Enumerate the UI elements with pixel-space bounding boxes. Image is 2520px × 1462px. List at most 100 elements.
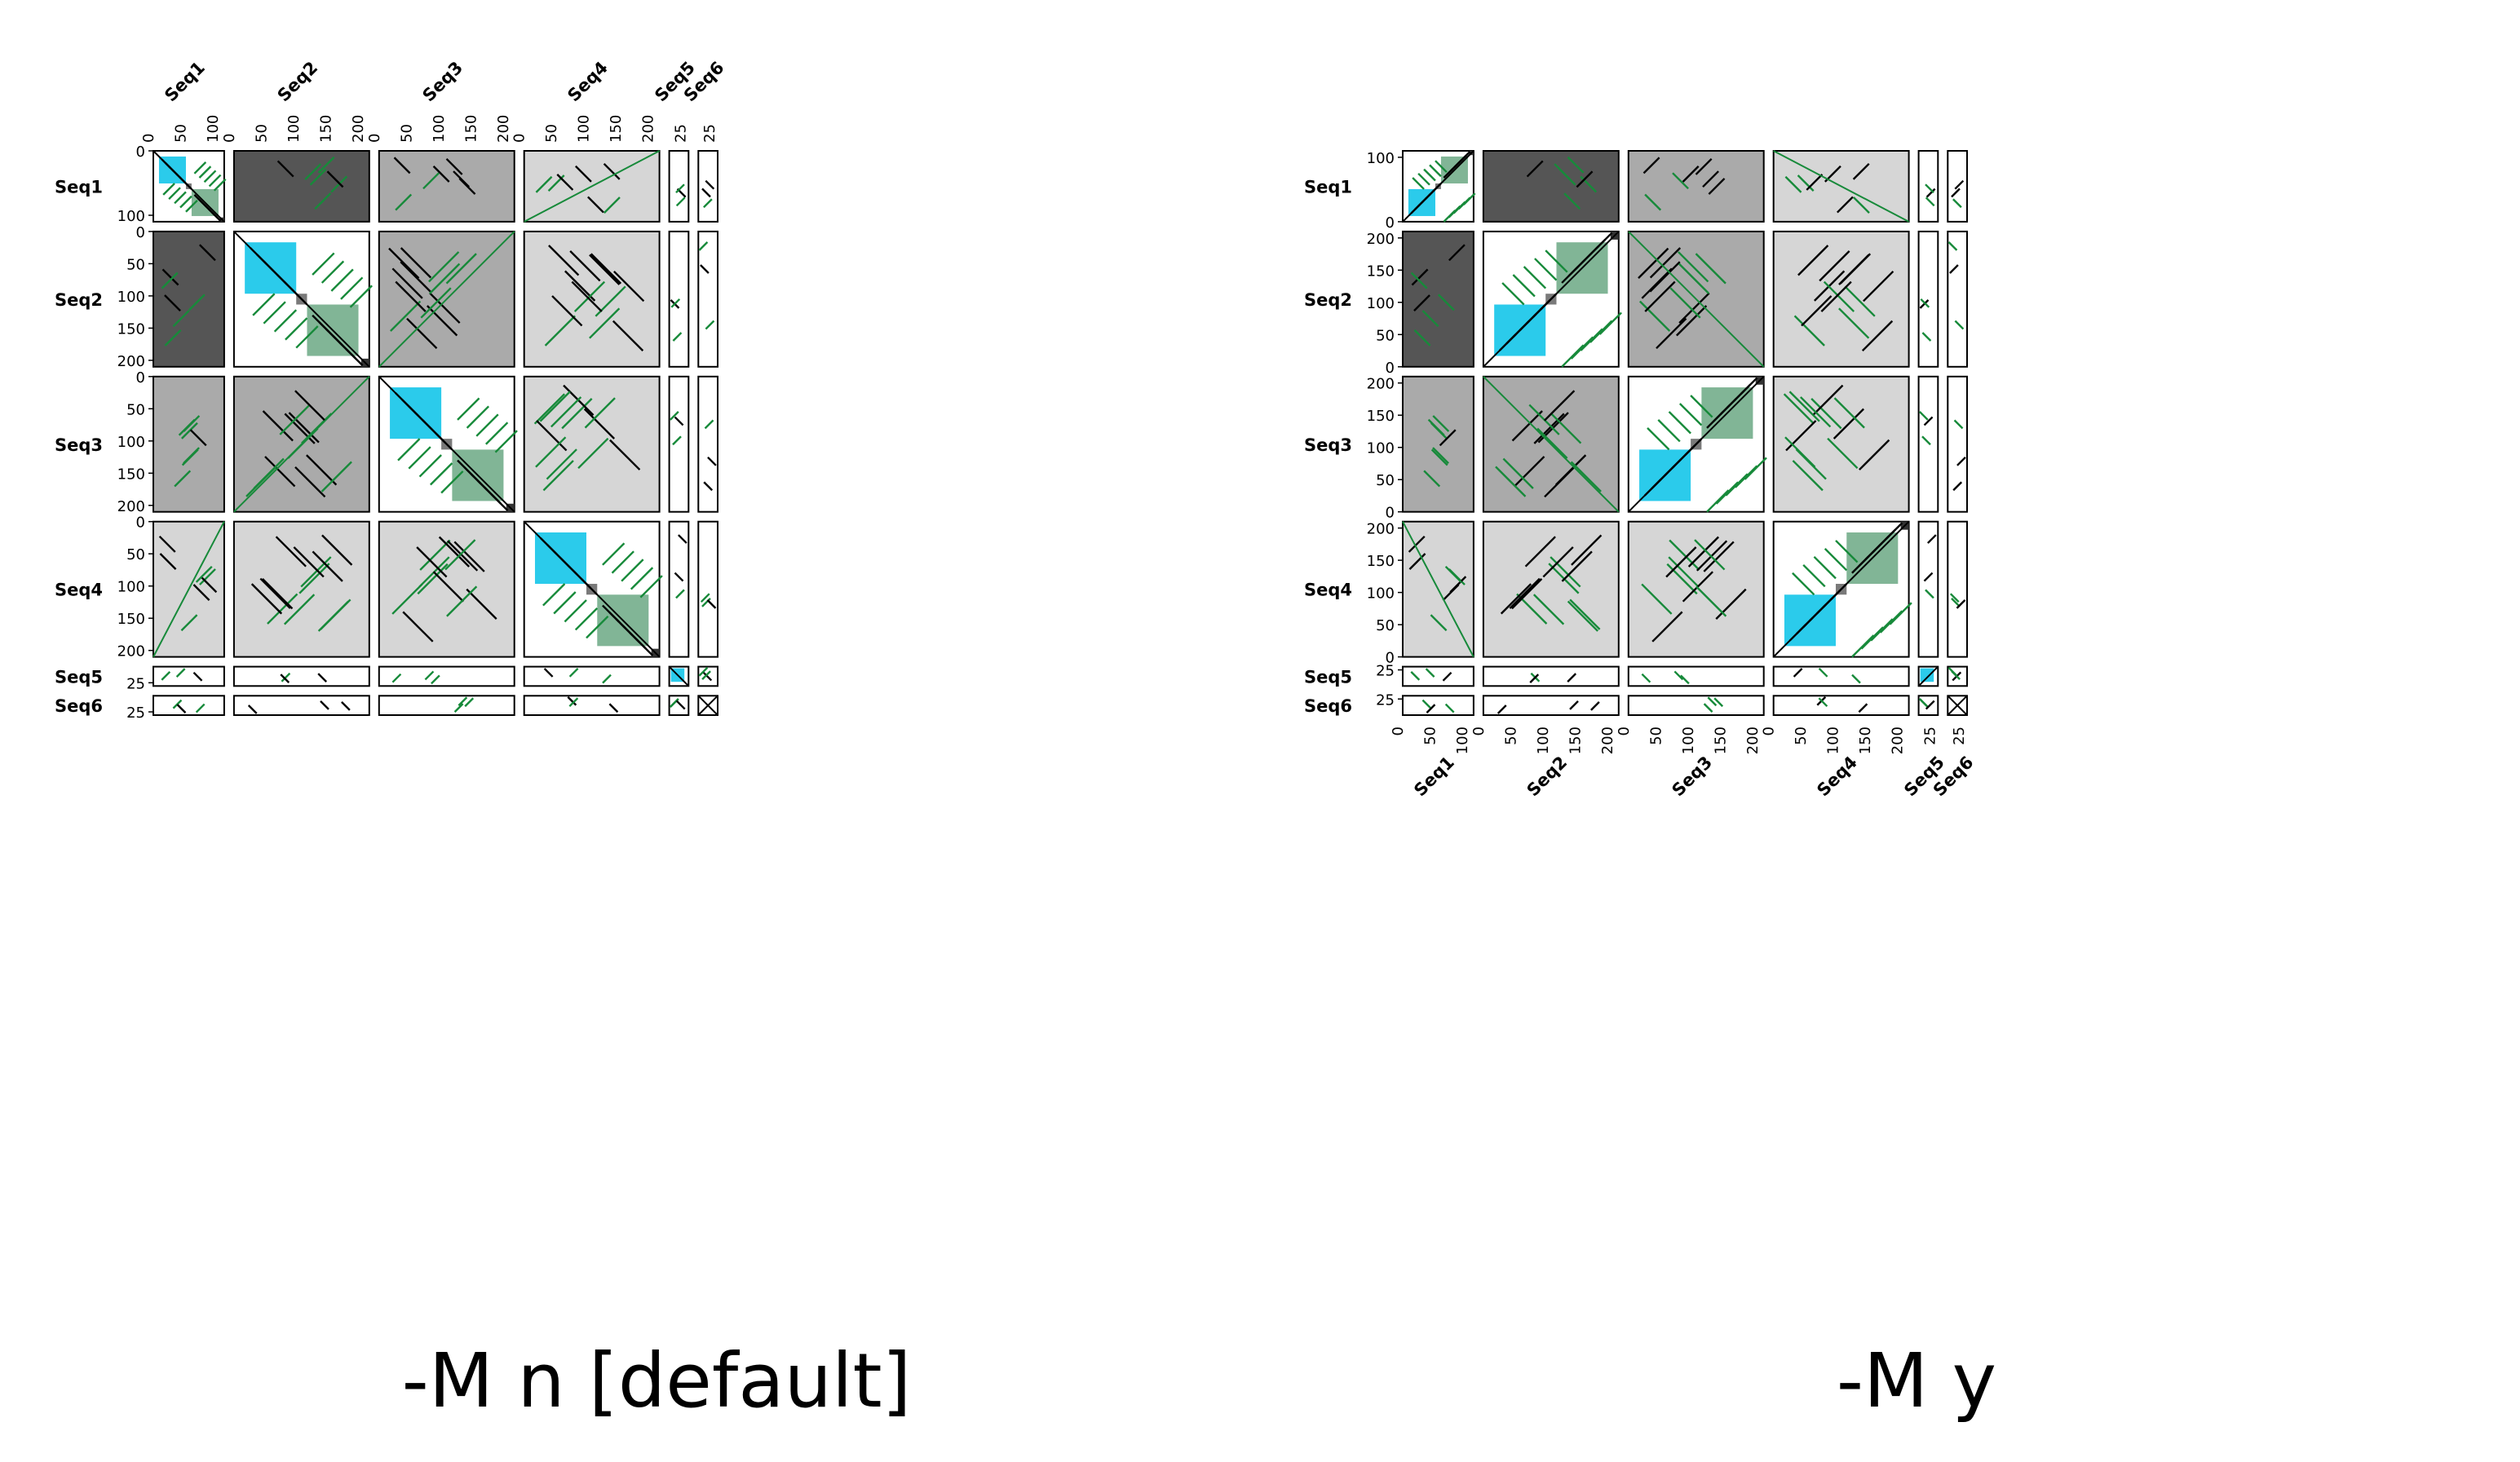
reverse-segment — [630, 567, 654, 590]
reverse-segment — [1818, 697, 1828, 708]
right-panel-Seq3-Seq5 — [1917, 375, 1939, 513]
match-segment — [284, 413, 316, 444]
reverse-segment — [701, 670, 711, 680]
right-panel-Seq2-Seq6 — [1947, 230, 1969, 368]
reverse-segment — [195, 703, 206, 713]
left-panel-Seq5-Seq3 — [378, 665, 515, 687]
reverse-segment — [1437, 294, 1455, 311]
match-segment — [1561, 550, 1593, 582]
reverse-segment — [428, 251, 460, 283]
match-segment — [1461, 151, 1471, 161]
left-panel-Seq6-Seq3 — [378, 695, 515, 716]
reverse-segment — [1678, 251, 1709, 283]
reverse-segment — [1421, 310, 1439, 328]
match-segment — [1676, 305, 1708, 337]
reverse-segment — [568, 667, 579, 678]
right-panel-Seq5-Seq3 — [1627, 665, 1765, 687]
reverse-segment — [1495, 466, 1527, 497]
right-panel-Seq6-Seq4 — [1772, 695, 1910, 716]
row-label-Seq1: Seq1 — [55, 177, 103, 197]
match-segment — [1533, 413, 1565, 444]
reverse-segment — [1949, 593, 1960, 603]
match-segment — [1837, 196, 1854, 214]
tick-label-y: 50 — [126, 401, 145, 418]
reverse-segment — [314, 192, 332, 210]
reverse-segment — [1783, 393, 1815, 425]
panel-background — [232, 150, 370, 223]
right-panel-Seq2-Seq3 — [1627, 230, 1765, 368]
match-segment — [1431, 183, 1442, 193]
match-segment — [320, 700, 329, 710]
right-panel-Seq6-Seq2 — [1482, 695, 1620, 716]
reverse-diagonal — [1483, 376, 1620, 513]
match-segment — [321, 534, 353, 566]
reverse-segment — [188, 294, 206, 311]
panel-background — [1482, 150, 1620, 223]
match-segment — [290, 287, 308, 306]
left-panel-Seq1-Seq3 — [378, 150, 515, 223]
reverse-segment — [494, 430, 518, 453]
tick-label-y: 200 — [1367, 231, 1395, 248]
left-panel-Seq3-Seq4 — [523, 375, 661, 513]
tick-label-x: 100 — [1825, 727, 1842, 754]
reverse-segment — [1432, 415, 1450, 432]
left-panel-Seq3-Seq3 — [378, 375, 518, 513]
match-segment — [1511, 410, 1543, 442]
tick-label-x: 50 — [173, 124, 190, 143]
match-segment — [551, 295, 583, 327]
left-panel-Seq4-Seq5 — [668, 520, 690, 658]
tick-label-y: 25 — [1376, 663, 1395, 680]
tick-label-y: 100 — [1367, 295, 1395, 312]
match-segment — [161, 268, 179, 286]
match-segment — [706, 599, 717, 609]
caption-mirrored: -M y — [1836, 1337, 1997, 1424]
right-panel-Seq1-Seq4 — [1772, 150, 1910, 223]
match-segment — [609, 439, 641, 470]
reverse-segment — [1838, 307, 1870, 339]
match-segment — [388, 247, 420, 279]
reverse-segment — [172, 310, 190, 328]
reverse-segment — [475, 413, 499, 437]
match-segment — [192, 584, 210, 601]
reverse-segment — [181, 448, 199, 466]
reverse-segment — [1644, 193, 1662, 211]
reverse-segment — [1925, 197, 1935, 207]
reverse-segment — [1788, 391, 1820, 422]
panel-background — [1947, 520, 1969, 658]
reverse-segment — [349, 285, 373, 308]
reverse-segment — [168, 187, 181, 200]
match-segment — [701, 188, 711, 198]
match-segment — [393, 157, 411, 174]
reverse-segment — [1432, 447, 1449, 465]
reverse-segment — [1713, 697, 1724, 708]
reverse-segment — [424, 670, 435, 681]
reverse-segment — [273, 309, 298, 333]
reverse-segment — [466, 405, 490, 429]
tick-label-y: 100 — [117, 579, 145, 596]
reverse-segment — [1889, 602, 1912, 625]
tick-label-x: 200 — [495, 115, 512, 143]
row-label-Seq2: Seq2 — [1304, 290, 1352, 310]
panel-background — [1917, 375, 1939, 513]
tick-label-y: 150 — [117, 611, 145, 628]
reverse-diagonal — [1402, 521, 1474, 658]
match-segment — [1594, 232, 1613, 250]
match-segment — [1740, 377, 1758, 395]
match-segment — [612, 320, 644, 351]
panel-background — [232, 695, 370, 716]
reverse-segment — [1423, 168, 1436, 182]
match-segment — [259, 577, 291, 609]
panel-background — [697, 150, 718, 223]
reverse-segment — [440, 470, 464, 494]
tick-label-x: 25 — [1951, 727, 1968, 745]
match-segment — [587, 196, 604, 214]
reverse-segment — [1570, 461, 1602, 492]
match-segment — [1687, 536, 1720, 568]
panel-background — [1402, 665, 1474, 687]
panel-background — [232, 665, 370, 687]
reverse-segment — [1430, 614, 1448, 632]
tick-label-y: 25 — [126, 704, 145, 722]
reverse-segment — [639, 575, 663, 598]
panel-background — [378, 150, 515, 223]
reverse-segment — [1435, 160, 1448, 173]
